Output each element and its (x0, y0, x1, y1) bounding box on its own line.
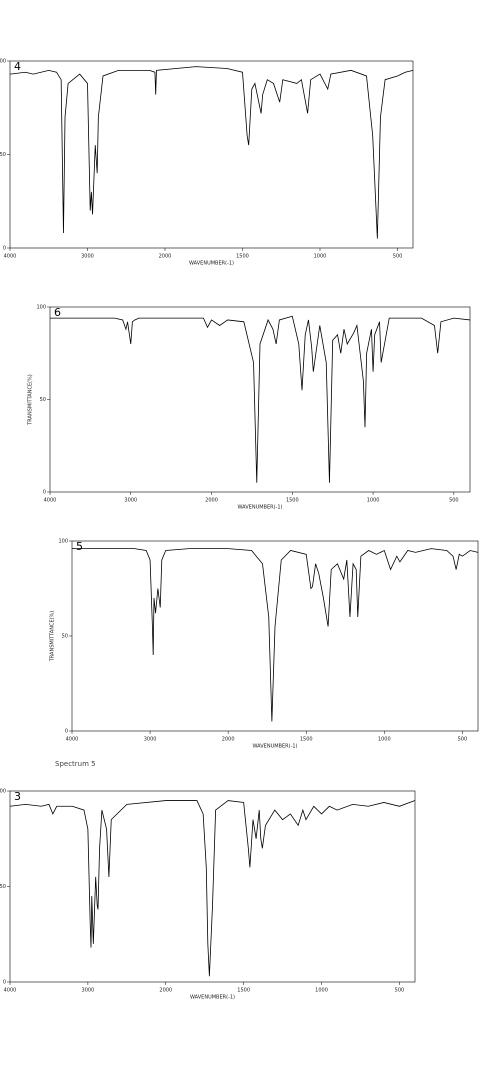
x-tick-label: 500 (393, 254, 403, 260)
y-axis-label: TRANSMITTANCE(%) (50, 611, 56, 663)
x-tick-label: 500 (395, 988, 405, 994)
x-tick-label: 3000 (81, 254, 94, 260)
y-tick-label: 50 (40, 397, 46, 403)
x-tick-label: 1500 (236, 254, 249, 260)
x-tick-label: 1500 (286, 498, 299, 504)
x-tick-label: 4000 (4, 254, 17, 260)
x-tick-label: 1500 (237, 988, 250, 994)
x-tick-label: 3000 (82, 988, 95, 994)
x-tick-label: 1500 (300, 737, 313, 743)
y-tick-label: 50 (62, 634, 68, 640)
x-tick-label: 4000 (4, 988, 17, 994)
x-axis-label: WAVENUMBER(-1) (190, 995, 235, 1001)
x-tick-label: 500 (458, 737, 468, 743)
plot-frame (9, 60, 414, 249)
y-tick-label: 0 (43, 490, 46, 496)
x-axis-label: WAVENUMBER(-1) (237, 505, 282, 511)
plot-frame (9, 790, 416, 983)
spectrum-line (50, 315, 471, 483)
x-axis-label: WAVENUMBER(-1) (189, 261, 234, 267)
x-tick-label: 2000 (222, 737, 235, 743)
panel-label: 6 (54, 306, 61, 319)
x-tick-label: 2000 (159, 254, 172, 260)
y-axis-label: TRANSMITTANCE(%) (28, 374, 34, 426)
y-tick-label: 100 (0, 789, 6, 795)
x-tick-label: 1000 (378, 737, 391, 743)
panel-label: 4 (14, 60, 21, 73)
x-tick-label: 4000 (44, 498, 57, 504)
x-tick-label: 3000 (124, 498, 137, 504)
x-tick-label: 2000 (205, 498, 218, 504)
panel-label: 3 (14, 790, 21, 803)
y-tick-label: 50 (0, 152, 6, 158)
y-tick-label: 100 (58, 539, 68, 545)
y-tick-label: 100 (0, 59, 6, 65)
x-tick-label: 500 (449, 498, 459, 504)
spectrum-line (9, 66, 414, 239)
y-tick-label: 0 (65, 729, 68, 735)
panel-label: 5 (76, 540, 83, 553)
x-tick-label: 1000 (367, 498, 380, 504)
panel-note: Spectrum 5 (55, 760, 96, 768)
y-tick-label: 100 (36, 305, 46, 311)
y-tick-label: 0 (3, 246, 6, 252)
spectrum-line (72, 548, 479, 722)
y-tick-label: 0 (3, 980, 6, 986)
y-tick-label: 50 (0, 884, 6, 890)
x-tick-label: 3000 (144, 737, 157, 743)
x-tick-label: 4000 (66, 737, 79, 743)
x-tick-label: 1000 (314, 254, 327, 260)
x-tick-label: 1000 (315, 988, 328, 994)
spectrum-line (9, 800, 416, 977)
plot-frame (49, 306, 471, 493)
x-tick-label: 2000 (159, 988, 172, 994)
x-axis-label: WAVENUMBER(-1) (252, 744, 297, 750)
